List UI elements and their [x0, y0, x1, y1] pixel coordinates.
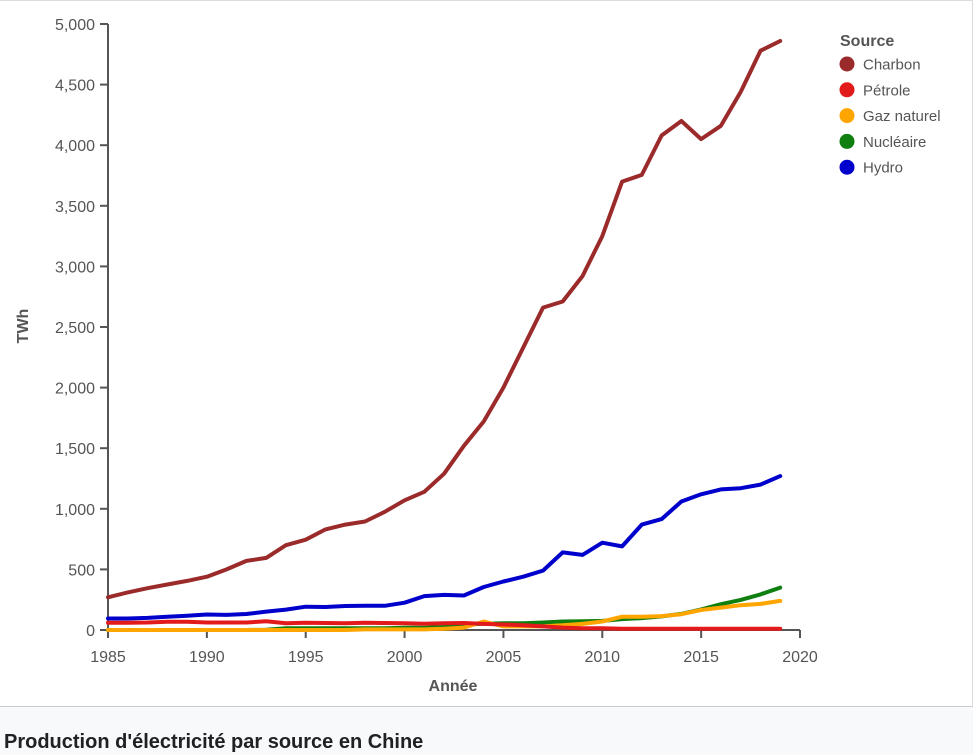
y-tick-label: 0	[86, 623, 95, 640]
series-line-Charbon	[106, 39, 783, 600]
x-tick-label: 2000	[387, 649, 423, 666]
y-tick-label: 2,500	[55, 320, 95, 337]
y-tick-label: 500	[68, 562, 95, 579]
x-tick-label: 1990	[189, 649, 225, 666]
legend-label: Gaz naturel	[863, 108, 941, 125]
y-tick-label: 3,500	[55, 199, 95, 216]
x-tick-label: 2005	[486, 649, 522, 666]
legend: Source Charbon Pétrole Gaz naturel Nucléair…	[839, 33, 941, 177]
x-axis-title: Année	[429, 678, 478, 695]
line-chart: 0 500 1,000 1,500 2,000 2,500 3,000 3,500 4,000 4…	[15, 17, 941, 695]
x-tick-label: 1985	[90, 649, 126, 666]
y-tick-label: 2,000	[55, 381, 95, 398]
y-axis: 0 500 1,000 1,500 2,000 2,500 3,000 3,500 4,000 4…	[55, 17, 109, 640]
x-tick-label: 1995	[288, 649, 324, 666]
legend-title: Source	[840, 33, 894, 50]
x-tick-label: 2015	[683, 649, 719, 666]
caption-bar: Production d'électricité par source en C…	[0, 706, 973, 755]
series-line-Hydro	[106, 474, 783, 621]
chart-caption: Production d'électricité par source en C…	[4, 731, 424, 753]
legend-marker	[839, 159, 855, 175]
x-tick-label: 2010	[584, 649, 620, 666]
y-tick-label: 4,500	[55, 78, 95, 95]
y-tick-label: 1,000	[55, 502, 95, 519]
legend-label: Hydro	[863, 160, 903, 177]
series-lines	[106, 39, 783, 632]
legend-label: Pétrole	[863, 82, 911, 99]
x-tick-label: 2020	[782, 649, 818, 666]
series-line-Pétrole	[106, 619, 783, 631]
legend-marker	[839, 56, 855, 72]
x-axis: 1985 1990 1995 2000 2005 2010 2015 2020	[90, 629, 818, 666]
legend-marker	[839, 133, 855, 149]
y-tick-label: 1,500	[55, 441, 95, 458]
y-axis-title: TWh	[15, 309, 32, 344]
y-tick-label: 3,000	[55, 259, 95, 276]
legend-label: Nucléaire	[863, 134, 926, 151]
legend-label: Charbon	[863, 57, 921, 74]
series-line-Gaz naturel	[106, 598, 783, 632]
legend-marker	[839, 108, 855, 124]
legend-marker	[839, 82, 855, 98]
y-tick-label: 4,000	[55, 138, 95, 155]
y-tick-label: 5,000	[55, 17, 95, 34]
